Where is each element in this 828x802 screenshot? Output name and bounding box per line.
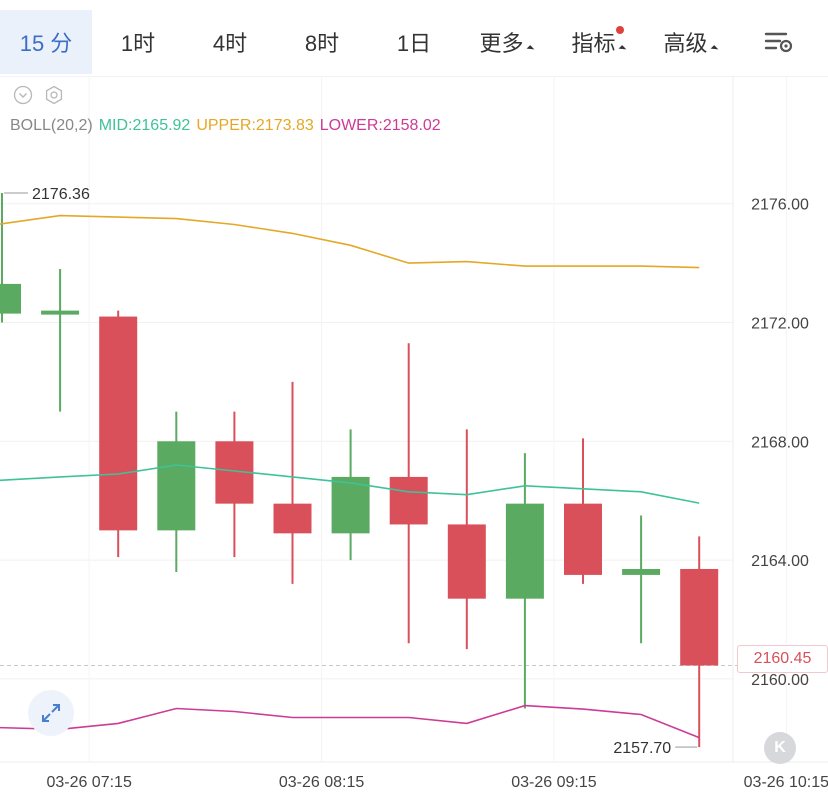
tab-label: 8时 xyxy=(304,31,340,56)
tab-4h[interactable]: 4时 xyxy=(184,10,276,74)
boll-legend: BOLL(20,2) MID:2165.92 UPPER:2173.83 LOWER:… xyxy=(10,117,447,135)
tabbar-divider xyxy=(0,76,828,77)
candle-body xyxy=(331,476,370,534)
chevron-circle-icon[interactable] xyxy=(13,85,33,105)
tab-label: 15 分 xyxy=(19,31,73,56)
y-tick-label: 2176.00 xyxy=(751,197,809,214)
y-tick-label: 2164.00 xyxy=(751,553,809,570)
tab-advanced[interactable]: 高级 xyxy=(644,10,736,74)
k-line-icon[interactable]: K xyxy=(764,732,796,764)
candle-body xyxy=(99,316,138,531)
candle-body xyxy=(389,476,428,525)
candle-body xyxy=(41,310,80,315)
x-tick-label: 03-26 10:15 xyxy=(744,774,828,791)
tab-label: 更多 xyxy=(479,31,524,56)
notification-dot xyxy=(616,26,624,34)
tab-1h[interactable]: 1时 xyxy=(92,10,184,74)
legend-upper: UPPER:2173.83 xyxy=(196,117,314,134)
legend-indicator-name: BOLL(20,2) xyxy=(10,117,93,134)
candle-body xyxy=(622,568,661,575)
legend-lower: LOWER:2158.02 xyxy=(319,117,441,134)
boll-upper-line xyxy=(0,214,700,269)
candle-body xyxy=(447,524,486,599)
y-tick-label: 2160.00 xyxy=(751,672,809,689)
current-price-tag: 2160.45 xyxy=(737,645,828,673)
candle-body xyxy=(505,503,544,599)
high-price-label: 2176.36 xyxy=(32,186,90,203)
low-price-label: 2157.70 xyxy=(613,740,671,757)
x-tick-label: 03-26 09:15 xyxy=(511,774,597,791)
current-price-value: 2160.45 xyxy=(753,650,812,667)
tab-8h[interactable]: 8时 xyxy=(276,10,368,74)
timeframe-tabbar: 15 分 1时 4时 8时 1日 更多 指标 高级 xyxy=(0,0,828,76)
y-tick-label: 2168.00 xyxy=(751,434,809,451)
tab-indicators[interactable]: 指标 xyxy=(552,10,644,74)
y-tick-label: 2172.00 xyxy=(751,316,809,333)
expand-arrows-icon[interactable] xyxy=(28,690,74,736)
x-tick-label: 03-26 08:15 xyxy=(279,774,365,791)
candle-body xyxy=(273,503,312,534)
candle-body xyxy=(680,568,719,666)
legend-mid: MID:2165.92 xyxy=(98,117,191,134)
tab-more[interactable]: 更多 xyxy=(460,10,552,74)
boll-mid-line xyxy=(0,464,700,504)
tab-label: 1时 xyxy=(120,31,156,56)
tab-label: 高级 xyxy=(663,31,708,56)
tab-label: 1日 xyxy=(396,31,432,56)
candle-body xyxy=(157,441,196,531)
tab-label: 指标 xyxy=(571,31,616,56)
chart-settings-icon[interactable] xyxy=(760,24,800,60)
tab-1d[interactable]: 1日 xyxy=(368,10,460,74)
k-line-label: K xyxy=(774,739,786,756)
candle-body xyxy=(0,283,21,314)
tab-15min[interactable]: 15 分 xyxy=(0,10,92,74)
boll-lower-line xyxy=(0,704,700,739)
gear-icon[interactable] xyxy=(44,85,64,105)
candle-body xyxy=(564,503,602,575)
tab-label: 4时 xyxy=(212,31,248,56)
x-tick-label: 03-26 07:15 xyxy=(46,774,132,791)
